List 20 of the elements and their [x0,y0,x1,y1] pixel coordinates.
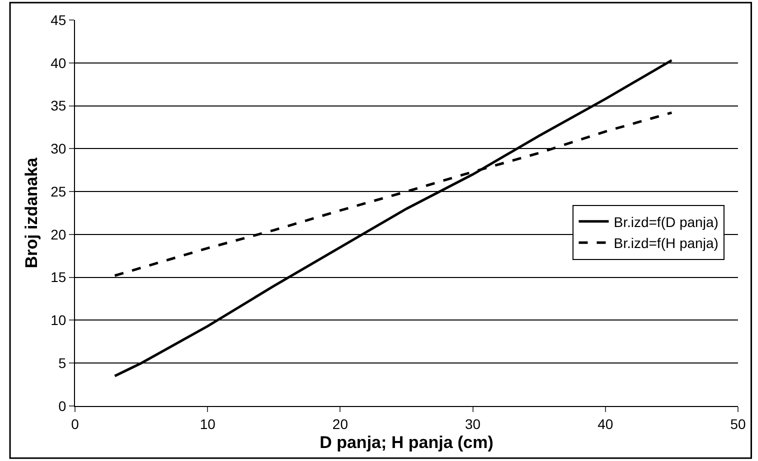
x-axis-title: D panja; H panja (cm) [320,433,494,452]
x-tick-label: 30 [465,416,481,432]
x-tick-label: 10 [200,416,216,432]
y-axis-title: Broj izdanaka [22,157,42,268]
x-tick-label: 40 [598,416,614,432]
x-tick-label: 50 [730,416,746,432]
y-tick-label: 25 [50,183,66,200]
x-tick-label: 20 [332,416,348,432]
x-tick-label: 0 [71,416,80,432]
y-tick-label: 35 [50,98,66,114]
y-tick-label: 45 [50,12,66,28]
y-tick-label: 10 [50,312,66,328]
y-tick-label: 20 [50,226,66,242]
legend-label: Br.izd=f(D panja) [614,214,718,230]
y-tick-label: 30 [50,140,66,157]
y-tick-label: 0 [58,398,66,414]
legend-label: Br.izd=f(H panja) [614,235,718,252]
y-tick-label: 15 [50,269,66,286]
y-tick-label: 40 [50,54,66,71]
y-tick-label: 5 [58,355,66,372]
